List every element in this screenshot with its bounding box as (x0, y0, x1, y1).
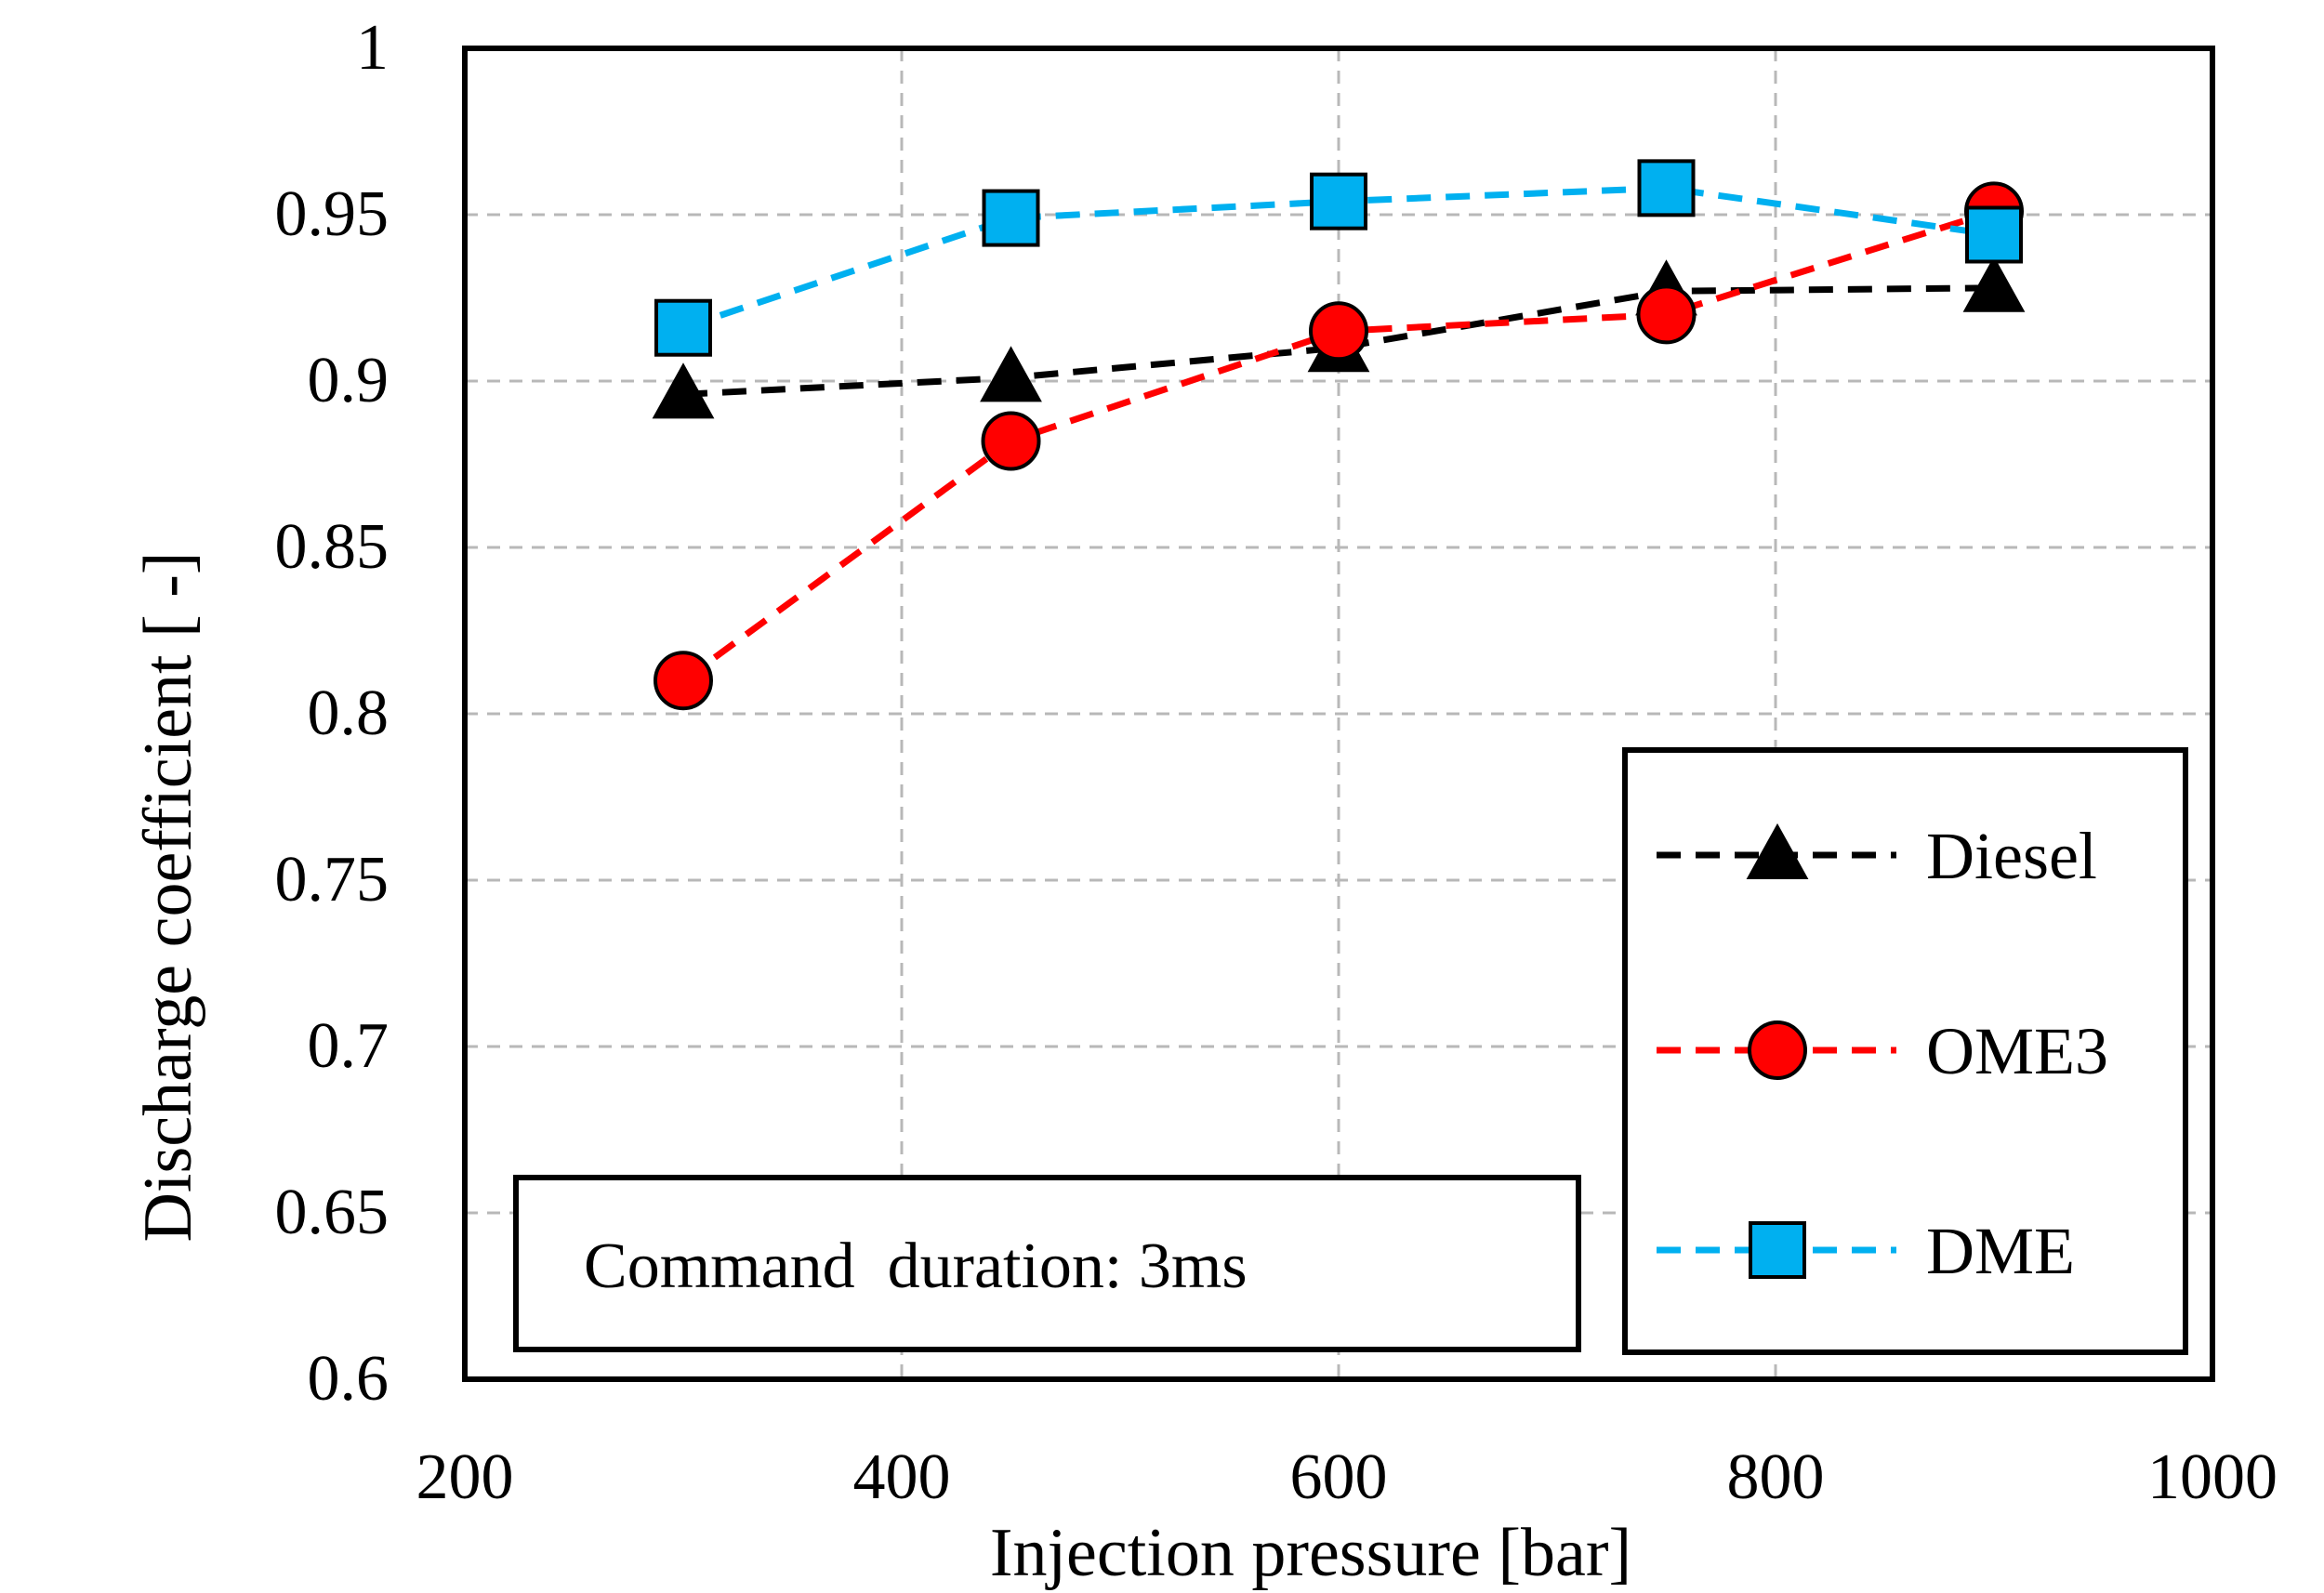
plot-frame (462, 46, 2215, 1382)
ome3-marker (1748, 1020, 1807, 1080)
legend: Diesel OME3 DME (1622, 747, 2188, 1355)
annotation-box: Command duration: 3ms (513, 1175, 1581, 1352)
x-tick-label: 200 (416, 1442, 514, 1513)
x-tick-label: 1000 (2147, 1442, 2278, 1513)
y-tick-label: 0.65 (275, 1177, 390, 1248)
annotation-text: Command duration: 3ms (584, 1231, 1248, 1302)
legend-entries: Diesel OME3 DME (1657, 819, 2108, 1288)
y-tick-label: 0.8 (308, 678, 390, 749)
dme-marker (1965, 205, 2023, 264)
y-axis-ticks: 0.6 0.65 0.7 0.75 0.8 0.85 0.9 0.95 1 (275, 12, 390, 1415)
ome3-marker (1636, 284, 1697, 345)
legend-ome3-label: OME3 (1926, 1014, 2108, 1088)
y-tick-label: 0.6 (308, 1343, 390, 1415)
x-tick-label: 400 (853, 1442, 951, 1513)
diesel-marker (652, 362, 715, 419)
diesel-marker (980, 346, 1042, 402)
y-tick-label: 0.85 (275, 511, 390, 583)
x-axis-ticks: 200 400 600 800 1000 (416, 1442, 2278, 1513)
legend-diesel-label: Diesel (1926, 819, 2097, 893)
dme-marker (1310, 172, 1367, 230)
y-tick-label: 1 (356, 12, 389, 84)
dme-marker (982, 189, 1040, 247)
ome3-marker (981, 411, 1041, 471)
annotation-frame (513, 1175, 1581, 1352)
y-tick-label: 0.9 (308, 345, 390, 416)
x-axis-title: Injection pressure [bar] (990, 1515, 1631, 1591)
y-tick-label: 0.95 (275, 178, 390, 250)
dme-marker (1637, 159, 1696, 217)
dme-marker (654, 298, 712, 357)
x-tick-label: 600 (1290, 1442, 1388, 1513)
dme-marker (1749, 1221, 1806, 1279)
y-tick-label: 0.75 (275, 844, 390, 915)
x-tick-label: 800 (1727, 1442, 1825, 1513)
diesel-marker (1746, 823, 1809, 879)
series-markers (652, 159, 2026, 711)
diesel-marker (1962, 256, 2026, 312)
ome3-marker (1309, 301, 1368, 362)
ome3-marker (654, 651, 713, 711)
diesel-line (682, 284, 1995, 398)
legend-dme-label: DME (1926, 1214, 2075, 1288)
y-axis-title: Discharge coefficient [ -] (130, 551, 206, 1242)
y-tick-label: 0.7 (308, 1010, 390, 1082)
